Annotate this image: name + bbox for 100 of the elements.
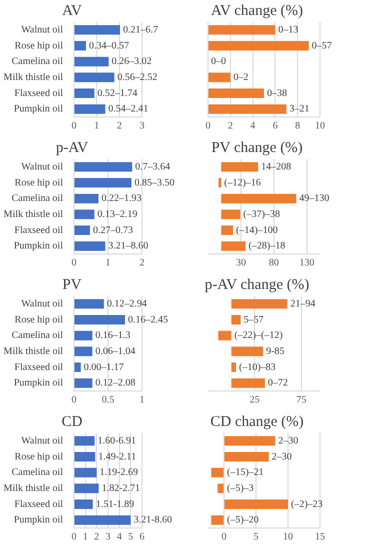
bar — [221, 210, 240, 220]
data-label: 14–208 — [261, 162, 292, 173]
y-tick-label: Camelina oil — [12, 193, 64, 204]
chart-title: PV — [62, 276, 82, 293]
data-label: 0.56–2.52 — [117, 72, 158, 84]
chart-title: CD change (%) — [210, 414, 304, 430]
chart-title: CD — [62, 414, 83, 430]
bar — [74, 41, 86, 50]
x-tick-label: 1 — [106, 258, 110, 269]
y-tick-label: Rose hip oil — [14, 314, 64, 326]
bar — [74, 500, 93, 509]
data-label: (–28)–18 — [248, 240, 286, 252]
x-tick-label: 0 — [72, 532, 76, 543]
bar — [224, 436, 276, 446]
bar — [74, 162, 132, 172]
y-tick-label: Pumpkin oil — [14, 514, 64, 526]
y-tick-label: Pumpkin oil — [14, 104, 64, 115]
x-tick-label: 25 — [250, 394, 260, 406]
x-tick-label: 10 — [283, 532, 293, 543]
data-label: 0–13 — [278, 24, 298, 36]
bar — [74, 484, 99, 494]
chart-title: PV change (%) — [211, 140, 303, 156]
bar — [208, 104, 286, 114]
data-label: 0.7–3.64 — [135, 162, 170, 173]
data-label: (–5)–3 — [227, 483, 254, 494]
x-tick-label: 10 — [315, 120, 325, 132]
data-label: 2–30 — [278, 436, 298, 447]
x-tick-label: 6 — [272, 120, 278, 132]
bar — [218, 330, 232, 340]
data-label: 1.19-2.69 — [100, 467, 138, 478]
data-label: 2–30 — [272, 451, 292, 462]
chart-title: AV — [62, 2, 82, 19]
y-tick-label: Walnut oil — [21, 24, 64, 36]
x-tick-label: 130 — [299, 258, 314, 269]
y-tick-label: Walnut oil — [21, 298, 64, 310]
y-tick-label: Flaxseed oil — [14, 362, 64, 373]
data-label: 0.85–3.50 — [134, 177, 174, 188]
y-tick-label: Flaxseed oil — [14, 498, 64, 510]
y-tick-label: Pumpkin oil — [14, 240, 64, 252]
bar — [221, 241, 246, 251]
data-label: 0–38 — [267, 88, 287, 99]
data-label: 1.51-1.89 — [96, 498, 134, 510]
bar — [221, 162, 258, 172]
data-label: 0.21–6.7 — [123, 24, 158, 36]
data-label: 0–72 — [268, 378, 288, 389]
y-tick-label: Walnut oil — [21, 436, 64, 447]
data-label: (–2)–23 — [291, 498, 323, 510]
bar — [231, 299, 288, 309]
data-label: 0.13–2.19 — [97, 209, 138, 220]
data-label: (–10)–83 — [239, 362, 276, 373]
bar — [218, 178, 222, 188]
bar — [74, 194, 98, 204]
x-tick-label: 2 — [116, 120, 122, 132]
bar — [74, 210, 94, 220]
x-tick-label: 0.5 — [102, 394, 114, 406]
bar — [74, 378, 92, 388]
bar — [74, 226, 90, 235]
bar — [224, 500, 288, 509]
x-tick-label: 8 — [295, 120, 300, 132]
bar — [74, 362, 81, 372]
data-label: (–37)–38 — [243, 209, 280, 220]
bar — [218, 484, 224, 494]
x-tick-label: 1 — [140, 394, 144, 406]
y-tick-label: Flaxseed oil — [14, 224, 64, 236]
bar — [74, 104, 106, 114]
y-tick-label: Camelina oil — [12, 467, 64, 478]
bar — [74, 315, 125, 324]
y-tick-label: Milk thistle oil — [4, 209, 64, 220]
bar — [221, 194, 296, 204]
x-tick-label: 0 — [72, 258, 76, 269]
x-tick-label: 3 — [140, 120, 144, 132]
data-label: 0.12–2.94 — [106, 298, 147, 310]
data-label: (–15)–21 — [227, 467, 264, 478]
bar — [224, 452, 269, 462]
y-tick-label: Rose hip oil — [14, 40, 64, 52]
x-tick-label: 3 — [106, 532, 110, 543]
x-tick-label: 15 — [315, 532, 325, 543]
bar — [74, 468, 97, 478]
bar — [74, 452, 96, 462]
data-label: 0–0 — [211, 56, 226, 68]
data-label: 0.27–0.73 — [92, 224, 133, 236]
data-label: 3.21–8.60 — [108, 240, 148, 252]
data-label: 0.00–1.17 — [84, 362, 124, 373]
x-tick-label: 6 — [140, 532, 144, 543]
bar — [208, 41, 309, 50]
bar — [211, 515, 224, 525]
bar — [74, 515, 131, 525]
y-tick-label: Rose hip oil — [14, 177, 64, 188]
bar — [74, 299, 104, 309]
x-tick-label: 0 — [72, 394, 76, 406]
x-tick-label: 2 — [94, 532, 100, 543]
bar — [74, 330, 92, 340]
bar — [231, 315, 241, 324]
bar — [74, 346, 92, 356]
bar — [231, 362, 236, 372]
bar — [74, 72, 114, 82]
data-label: 3.21-8.60 — [134, 514, 172, 526]
bar — [221, 226, 234, 235]
data-label: (–14)–100 — [236, 224, 278, 236]
bar — [74, 25, 120, 35]
